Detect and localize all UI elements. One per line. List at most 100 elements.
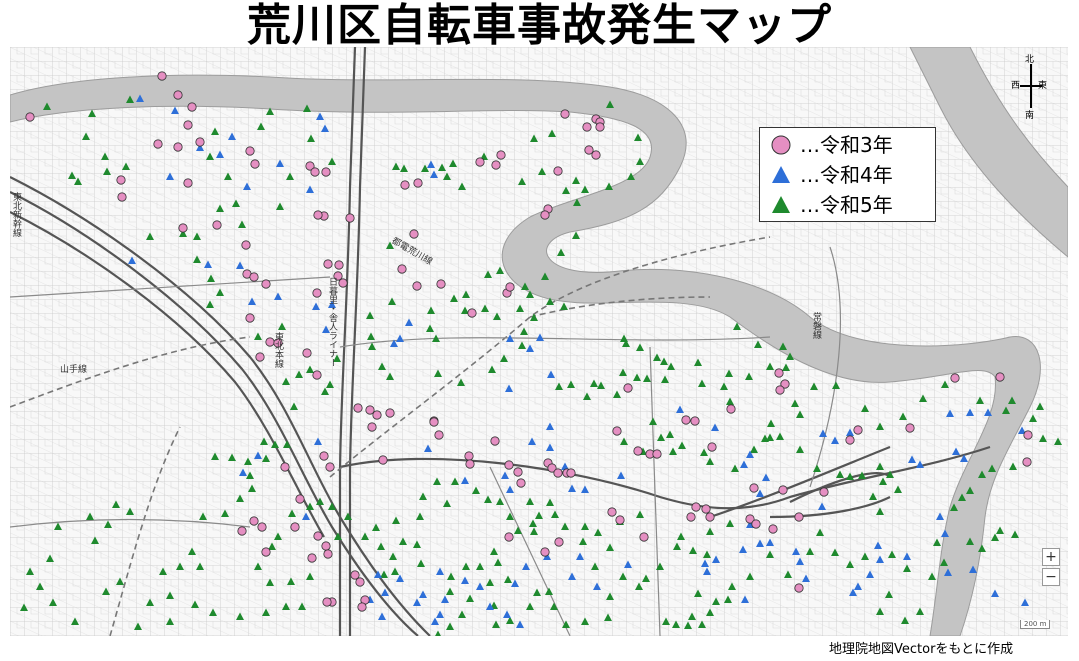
accident-r4-marker (243, 182, 251, 190)
accident-r5-marker (791, 399, 799, 407)
accident-r3-marker (212, 220, 222, 230)
accident-r4-marker (396, 574, 404, 582)
accident-r5-marker (724, 595, 732, 603)
label-tohoku-shinkansen: 東北新幹線 (11, 192, 21, 237)
accident-r5-marker (784, 570, 792, 578)
accident-r4-marker (960, 454, 968, 462)
accident-r5-marker (228, 453, 236, 461)
accident-r3-marker (774, 368, 784, 378)
accident-r4-marker (576, 552, 584, 560)
accident-r4-marker (819, 429, 827, 437)
accident-r3-marker (378, 455, 388, 465)
accident-r4-marker (818, 502, 826, 510)
accident-r4-marker (274, 292, 282, 300)
accident-r5-marker (257, 122, 265, 130)
accident-r4-marker (390, 339, 398, 347)
accident-r5-marker (846, 472, 854, 480)
accident-r5-marker (101, 152, 109, 160)
accident-r3-marker (350, 570, 360, 580)
accident-r4-marker (506, 485, 514, 493)
accident-r5-marker (1002, 406, 1010, 414)
accident-r3-marker (686, 512, 696, 522)
accident-r5-marker (530, 134, 538, 142)
accident-r5-marker (232, 199, 240, 207)
accident-r5-marker (54, 522, 62, 530)
accident-r4-marker (306, 185, 314, 193)
accident-r5-marker (458, 182, 466, 190)
accident-r5-marker (116, 577, 124, 585)
accident-r5-marker (538, 167, 546, 175)
accident-r5-marker (399, 537, 407, 545)
accident-r3-marker (623, 383, 633, 393)
accident-r5-marker (367, 332, 375, 340)
accident-r5-marker (46, 554, 54, 562)
accident-r5-marker (669, 447, 677, 455)
accident-r4-marker (766, 538, 774, 546)
accident-r4-marker (762, 473, 770, 481)
accident-r5-marker (888, 550, 896, 558)
accident-r4-marker (430, 170, 438, 178)
accident-r3-marker (173, 90, 183, 100)
zoom-in-button[interactable]: + (1042, 548, 1060, 566)
accident-r3-marker (116, 175, 126, 185)
accident-r5-marker (248, 484, 256, 492)
zoom-out-button[interactable]: − (1042, 568, 1060, 586)
accident-r5-marker (796, 410, 804, 418)
accident-r5-marker (548, 129, 556, 137)
accident-r5-marker (620, 437, 628, 445)
accident-r4-marker (128, 256, 136, 264)
accident-r3-marker (295, 494, 305, 504)
accident-r5-marker (427, 306, 435, 314)
accident-r3-marker (436, 279, 446, 289)
accident-r3-marker (950, 373, 960, 383)
legend-item-r3: …令和3年 (770, 132, 893, 158)
accident-r3-marker (310, 167, 320, 177)
accident-r4-marker (381, 588, 389, 596)
accident-r5-marker (562, 620, 570, 628)
accident-r5-marker (689, 546, 697, 554)
accident-r5-marker (146, 232, 154, 240)
pink-circle-icon (771, 135, 791, 155)
accident-r3-marker (464, 451, 474, 461)
accident-r5-marker (306, 572, 314, 580)
accident-r5-marker (236, 494, 244, 502)
accident-r4-marker (561, 462, 569, 470)
accident-r4-marker (248, 297, 256, 305)
accident-r4-marker (593, 582, 601, 590)
accident-r4-marker (328, 300, 336, 308)
accident-r5-marker (216, 204, 224, 212)
accident-r5-marker (462, 562, 470, 570)
accident-r5-marker (816, 528, 824, 536)
label-tohoku: 東北本線 (273, 332, 283, 368)
accident-r3-marker (434, 430, 444, 440)
accident-r5-marker (447, 572, 455, 580)
accident-r4-marker (903, 552, 911, 560)
accident-r5-marker (520, 327, 528, 335)
accident-r5-marker (573, 198, 581, 206)
accident-r3-marker (323, 259, 333, 269)
legend: …令和3年 …令和4年 …令和5年 (759, 127, 936, 222)
accident-r5-marker (879, 477, 887, 485)
accident-r3-marker (183, 178, 193, 188)
accident-r3-marker (465, 459, 475, 469)
accident-r3-marker (241, 240, 251, 250)
accident-r4-marker (236, 261, 244, 269)
map-credit: 地理院地図Vectorをもとに作成 (829, 642, 1014, 657)
accident-r5-marker (490, 547, 498, 555)
accident-r4-marker (216, 150, 224, 158)
accident-r5-marker (806, 547, 814, 555)
accident-r5-marker (236, 612, 244, 620)
accident-r3-marker (280, 462, 290, 472)
accident-r5-marker (271, 440, 279, 448)
legend-item-r5: …令和5年 (770, 192, 893, 218)
accident-r3-marker (261, 547, 271, 557)
accident-r5-marker (20, 603, 28, 611)
accident-r3-marker (995, 372, 1005, 382)
accident-r5-marker (861, 552, 869, 560)
accident-r5-marker (606, 543, 614, 551)
accident-r5-marker (901, 616, 909, 624)
accident-r4-marker (516, 620, 524, 628)
accident-r5-marker (653, 353, 661, 361)
accident-r3-marker (413, 178, 423, 188)
accident-r5-marker (657, 433, 665, 441)
